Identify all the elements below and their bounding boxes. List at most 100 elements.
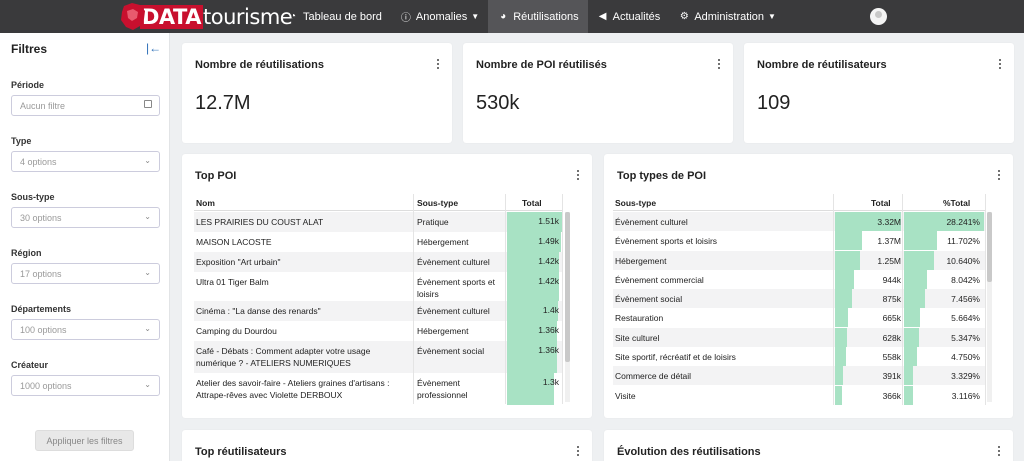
megaphone-icon: ◀	[598, 11, 607, 22]
poi-name: Cinéma : "La danse des renards"	[196, 306, 321, 316]
filter-placeholder: 17 options	[20, 268, 62, 279]
kpi-value: 109	[757, 92, 791, 114]
total-bar	[835, 347, 846, 366]
table-row[interactable]: Cinéma : "La danse des renards" Évènement…	[194, 301, 562, 321]
table-row[interactable]: Ultra 01 Tiger Balm Évènement sports et l…	[194, 272, 562, 301]
table-row[interactable]: Évènement culturel 3.32M 28.241%	[613, 212, 985, 231]
filter-label: Créateur	[11, 360, 49, 370]
filter-select-3[interactable]: 17 options ⌄	[11, 263, 160, 284]
column-divider	[413, 194, 414, 404]
table-row[interactable]: Évènement commercial 944k 8.042%	[613, 270, 985, 289]
column-header[interactable]: %Total	[943, 198, 971, 208]
nav-item-3[interactable]: ◀ Actualités	[588, 0, 670, 33]
type-total: 366k	[882, 391, 901, 401]
filter-select-5[interactable]: 1000 options ⌄	[11, 375, 160, 396]
table-row[interactable]: Évènement social 875k 7.456%	[613, 289, 985, 308]
type-pct-total: 4.750%	[951, 352, 980, 362]
top-poi-table: Nom Sous-type Total LES PRAIRIES DU COUST A…	[194, 194, 570, 405]
poi-name: Café - Débats : Comment adapter votre us…	[196, 346, 371, 368]
total-bar	[507, 272, 559, 301]
table-row[interactable]: Atelier des savoir-faire - Ateliers grai…	[194, 373, 562, 405]
evolution-card: Évolution des réutilisations	[604, 430, 1013, 461]
type-pct-total: 8.042%	[951, 275, 980, 285]
table-row[interactable]: MAISON LACOSTE Hébergement 1.49k	[194, 232, 562, 252]
total-bar	[835, 308, 848, 327]
table-scrollbar[interactable]	[565, 212, 570, 402]
scrollbar-thumb[interactable]	[987, 212, 992, 282]
evolution-menu-icon[interactable]	[994, 444, 1004, 458]
filter-label: Période	[11, 80, 45, 90]
type-pct-total: 5.347%	[951, 333, 980, 343]
dashboard-icon: ◔	[289, 11, 297, 22]
top-poi-title: Top POI	[195, 170, 237, 182]
datatourisme-logo[interactable]: DATAtourisme	[118, 0, 293, 33]
total-bar	[507, 252, 559, 272]
poi-name: Camping du Dourdou	[196, 326, 277, 336]
type-pct-total: 7.456%	[951, 294, 980, 304]
top-poi-menu-icon[interactable]	[573, 168, 583, 182]
filter-label: Départements	[11, 304, 72, 314]
filter-select-0[interactable]: Aucun filtre	[11, 95, 160, 116]
total-bar	[835, 289, 852, 308]
poi-name: Exposition "Art urbain"	[196, 257, 281, 267]
table-row[interactable]: Exposition "Art urbain" Évènement culture…	[194, 252, 562, 272]
table-row[interactable]: Café - Débats : Comment adapter votre us…	[194, 341, 562, 373]
top-types-table: Sous-type Total %Total Évènement culturel 3.…	[613, 194, 993, 405]
top-reutilisateurs-card: Top réutilisateurs	[182, 430, 592, 461]
table-scrollbar[interactable]	[987, 212, 992, 402]
table-row[interactable]: Commerce de détail 391k 3.329%	[613, 366, 985, 385]
nav-item-0[interactable]: ◔ Tableau de bord	[278, 0, 391, 33]
column-divider	[985, 194, 986, 405]
column-divider	[562, 194, 563, 404]
kpi-menu-icon[interactable]	[995, 57, 1005, 71]
poi-subtype: Évènement social	[417, 346, 485, 356]
chevron-down-icon: ⌄	[144, 212, 151, 221]
scrollbar-thumb[interactable]	[565, 212, 570, 362]
table-row[interactable]: Site sportif, récréatif et de loisirs 558…	[613, 347, 985, 366]
table-row[interactable]: Restauration 665k 5.664%	[613, 308, 985, 327]
table-row[interactable]: Site culturel 628k 5.347%	[613, 328, 985, 347]
chevron-down-icon: ⌄	[144, 156, 151, 165]
column-header[interactable]: Total	[522, 198, 542, 208]
table-header: Nom Sous-type Total	[194, 194, 562, 211]
column-header[interactable]: Nom	[196, 198, 215, 208]
table-row[interactable]: LES PRAIRIES DU COUST ALAT Pratique 1.51k	[194, 212, 562, 232]
pct-total-bar	[904, 328, 919, 347]
poi-total: 1.36k	[538, 345, 559, 355]
poi-subtype: Évènement culturel	[417, 306, 490, 316]
type-total: 1.37M	[877, 236, 901, 246]
user-avatar[interactable]	[870, 8, 887, 25]
total-bar	[507, 232, 561, 252]
collapse-sidebar-icon[interactable]: |←	[146, 41, 162, 55]
column-header[interactable]: Sous-type	[615, 198, 657, 208]
nav-item-2[interactable]: ◕ Réutilisations	[488, 0, 588, 33]
filter-label: Sous-type	[11, 192, 55, 202]
type-total: 665k	[882, 313, 901, 323]
kpi-menu-icon[interactable]	[714, 57, 724, 71]
column-header[interactable]: Total	[871, 198, 891, 208]
total-bar	[507, 373, 554, 405]
column-header[interactable]: Sous-type	[417, 198, 459, 208]
nav-item-1[interactable]: ⓘ Anomalies ▼	[391, 0, 488, 33]
kpi-menu-icon[interactable]	[433, 57, 443, 71]
table-row[interactable]: Évènement sports et loisirs 1.37M 11.702%	[613, 231, 985, 250]
type-total: 558k	[882, 352, 901, 362]
apply-filters-button[interactable]: Appliquer les filtres	[35, 430, 134, 451]
nav-item-4[interactable]: ⚙ Administration ▼	[669, 0, 785, 33]
table-row[interactable]: Visite 366k 3.116%	[613, 386, 985, 405]
total-bar	[835, 251, 860, 270]
filter-select-1[interactable]: 4 options ⌄	[11, 151, 160, 172]
pct-total-bar	[904, 386, 913, 405]
france-map-logo-icon	[121, 2, 145, 30]
filter-select-2[interactable]: 30 options ⌄	[11, 207, 160, 228]
chevron-down-icon: ⌄	[144, 268, 151, 277]
poi-subtype: Pratique	[417, 217, 449, 227]
top-types-menu-icon[interactable]	[994, 168, 1004, 182]
top-reutilisateurs-menu-icon[interactable]	[573, 444, 583, 458]
table-row[interactable]: Hébergement 1.25M 10.640%	[613, 251, 985, 270]
poi-subtype: Évènement sports et loisirs	[417, 277, 495, 299]
type-name: Site culturel	[615, 333, 660, 343]
table-row[interactable]: Camping du Dourdou Hébergement 1.36k	[194, 321, 562, 341]
kpi-value: 12.7M	[195, 92, 251, 114]
filter-select-4[interactable]: 100 options ⌄	[11, 319, 160, 340]
